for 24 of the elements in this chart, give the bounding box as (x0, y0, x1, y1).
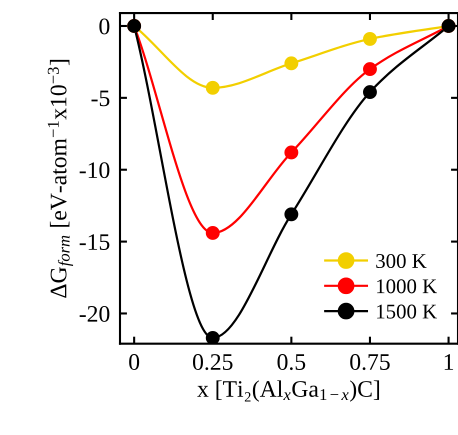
x-tick-label: 0 (129, 354, 140, 370)
x-tick-label: 0.75 (350, 354, 390, 370)
point (363, 85, 377, 100)
point (206, 330, 220, 344)
y-axis-title: ΔG$_{form}$ [eV-atom$^{−1}$x10$^{−3}$] (48, 60, 74, 298)
legend-label: 300 K (376, 254, 427, 268)
legend-label: 1000 K (377, 279, 437, 294)
point (284, 146, 298, 160)
point (206, 226, 220, 240)
legend-label: 1500 K (377, 304, 437, 319)
point (363, 62, 377, 76)
point (363, 32, 377, 46)
x-tick-label: 1 (444, 354, 454, 370)
x-tick-label: 0.25 (192, 354, 232, 370)
point (284, 207, 298, 222)
x-tick-label: 0.5 (278, 354, 306, 370)
point (284, 56, 298, 70)
y-tick-label: -10 (80, 162, 110, 178)
point (206, 80, 220, 95)
x-axis-title: x [Ti₂(Al$_{x}$Ga$_{1−x}$)C] (197, 380, 380, 402)
y-tick-label: -20 (80, 306, 110, 322)
y-tick-label: -5 (91, 90, 110, 106)
y-tick-label: -15 (80, 234, 110, 250)
y-tick-label: 0 (99, 18, 110, 34)
